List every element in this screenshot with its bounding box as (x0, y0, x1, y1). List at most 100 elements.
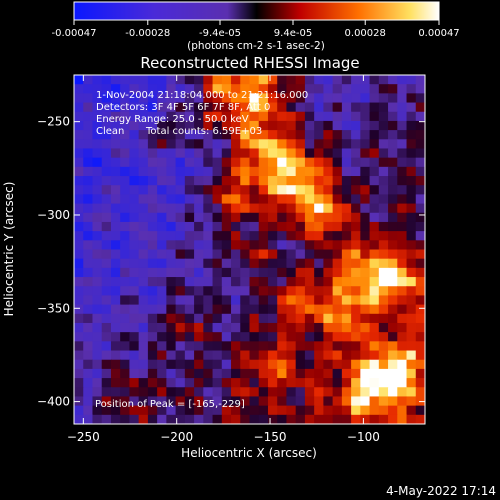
heatmap-cell (194, 212, 204, 223)
heatmap-cell (110, 322, 121, 333)
heatmap-cell (295, 139, 306, 150)
heatmap-cell (295, 194, 306, 205)
heatmap-cell (240, 304, 251, 315)
heatmap-cell (74, 75, 84, 85)
heatmap-cell (101, 396, 112, 407)
heatmap-cell (203, 185, 214, 195)
heatmap-cell (323, 102, 334, 113)
colorbar-tick-label: -0.00028 (125, 28, 170, 39)
heatmap-cell (341, 120, 352, 131)
heatmap-cell (332, 304, 343, 315)
heatmap-cell (323, 84, 334, 94)
heatmap-cell (277, 75, 288, 85)
heatmap-cell (369, 295, 380, 306)
heatmap-cell (314, 322, 324, 333)
heatmap-cell (388, 75, 398, 85)
heatmap-cell (92, 194, 103, 205)
heatmap-cell (351, 93, 361, 104)
heatmap-cell (277, 341, 288, 352)
heatmap-cell (286, 332, 297, 342)
heatmap-cell (83, 203, 94, 214)
heatmap-cell (388, 185, 398, 195)
heatmap-cell (388, 304, 398, 315)
heatmap-cell (369, 102, 380, 113)
heatmap-cell (157, 414, 167, 424)
heatmap-cell (323, 148, 334, 159)
heatmap-cell (83, 304, 94, 315)
heatmap-cell (267, 231, 278, 241)
heatmap-cell (231, 166, 241, 177)
heatmap-cell (83, 120, 94, 131)
heatmap-cell (304, 212, 315, 223)
heatmap-cell (101, 341, 112, 352)
heatmap-cell (295, 240, 306, 251)
heatmap-cell (351, 258, 361, 269)
heatmap-cell (341, 148, 352, 159)
heatmap-cell (314, 166, 324, 177)
heatmap-cell (184, 139, 195, 150)
heatmap-cell (304, 396, 315, 407)
heatmap-cell (415, 350, 425, 361)
heatmap-cell (74, 368, 84, 379)
heatmap-cell (397, 139, 408, 150)
heatmap-cell (351, 84, 361, 94)
heatmap-cell (286, 203, 297, 214)
heatmap-cell (203, 130, 214, 140)
heatmap-cell (406, 203, 417, 214)
heatmap-cell (351, 212, 361, 223)
heatmap-cell (415, 166, 425, 177)
heatmap-cell (147, 84, 158, 94)
heatmap-cell (194, 157, 204, 168)
heatmap-cell (277, 350, 288, 361)
heatmap-cell (240, 194, 251, 205)
heatmap-cell (157, 157, 167, 168)
heatmap-cell (360, 277, 371, 287)
heatmap-cell (341, 84, 352, 94)
heatmap-cell (378, 304, 389, 315)
heatmap-cell (110, 249, 121, 260)
heatmap-cell (231, 258, 241, 269)
heatmap-cell (332, 332, 343, 342)
heatmap-cell (295, 396, 306, 407)
heatmap-cell (194, 240, 204, 251)
heatmap-cell (175, 84, 186, 94)
heatmap-cell (314, 267, 324, 278)
heatmap-cell (120, 295, 131, 306)
heatmap-cell (110, 194, 121, 205)
heatmap-cell (406, 231, 417, 241)
y-tick-label: −250 (37, 115, 70, 129)
y-tick-label: −300 (37, 208, 70, 222)
heatmap-cell (267, 332, 278, 342)
heatmap-cell (277, 405, 288, 416)
heatmap-cell (231, 75, 241, 85)
heatmap-cell (341, 304, 352, 315)
heatmap-cell (351, 277, 361, 287)
heatmap-cell (74, 341, 84, 352)
heatmap-cell (175, 203, 186, 214)
heatmap-cell (212, 157, 223, 168)
heatmap-cell (415, 359, 425, 370)
heatmap-cell (304, 176, 315, 186)
heatmap-cell (378, 313, 389, 324)
heatmap-cell (267, 221, 278, 232)
colorbar (73, 1, 440, 21)
colorbar-tick-label: 0.00047 (418, 28, 459, 39)
heatmap-cell (175, 194, 186, 205)
heatmap-cell (74, 139, 84, 150)
heatmap-cell (74, 378, 84, 388)
heatmap-cell (231, 359, 241, 370)
heatmap-cell (304, 414, 315, 424)
heatmap-cell (258, 304, 269, 315)
heatmap-cell (221, 368, 232, 379)
colorbar-unit-label: (photons cm-2 s-1 asec-2) (187, 40, 325, 52)
heatmap-cell (378, 176, 389, 186)
heatmap-cell (101, 304, 112, 315)
heatmap-cell (212, 176, 223, 186)
heatmap-cell (194, 295, 204, 306)
heatmap-cell (277, 185, 288, 195)
heatmap-cell (378, 286, 389, 297)
heatmap-cell (360, 221, 371, 232)
heatmap-cell (212, 258, 223, 269)
heatmap-cell (295, 249, 306, 260)
